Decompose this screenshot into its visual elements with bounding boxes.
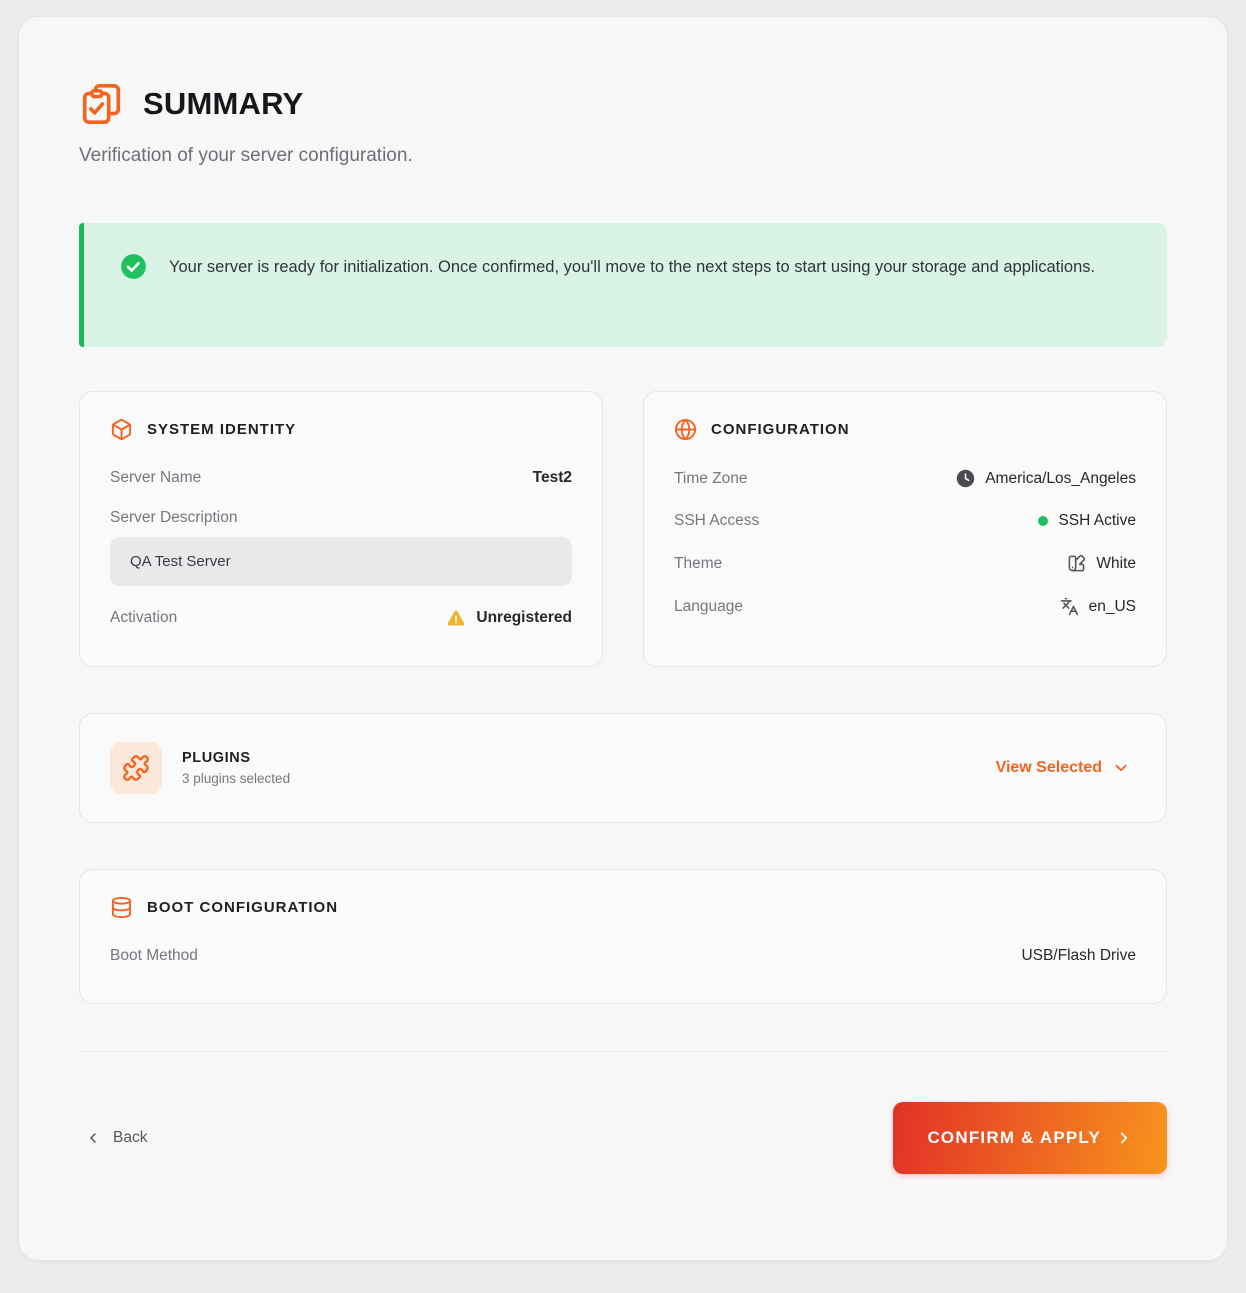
- activation-label: Activation: [110, 609, 178, 626]
- activation-value: Unregistered: [476, 609, 572, 626]
- confirm-apply-button[interactable]: CONFIRM & APPLY: [893, 1102, 1167, 1174]
- timezone-label: Time Zone: [674, 469, 748, 487]
- summary-panel: SUMMARY Verification of your server conf…: [18, 16, 1228, 1261]
- boot-configuration-card: BOOT CONFIGURATION Boot Method USB/Flash…: [79, 869, 1167, 1004]
- configuration-header: CONFIGURATION: [674, 418, 1136, 441]
- server-name-value: Test2: [532, 469, 572, 486]
- footer: Back CONFIRM & APPLY: [79, 1102, 1167, 1174]
- server-description-value: QA Test Server: [110, 537, 572, 586]
- status-dot-icon: [1038, 516, 1049, 526]
- language-value: en_US: [1088, 597, 1136, 615]
- ssh-status-group: SSH Active: [1038, 512, 1136, 530]
- clipboard-check-icon: [79, 81, 125, 127]
- theme-value-group: White: [1067, 554, 1136, 573]
- page-header: SUMMARY: [79, 81, 1167, 127]
- swatch-book-icon: [1067, 554, 1086, 573]
- boot-configuration-header: BOOT CONFIGURATION: [110, 896, 1136, 919]
- back-label: Back: [113, 1129, 148, 1146]
- ssh-access-label: SSH Access: [674, 512, 760, 529]
- globe-icon: [674, 418, 697, 441]
- activation-row: Activation Unregistered: [110, 596, 572, 640]
- confirm-apply-label: CONFIRM & APPLY: [927, 1128, 1101, 1147]
- check-circle-icon: [120, 253, 147, 280]
- system-identity-header: SYSTEM IDENTITY: [110, 418, 572, 441]
- boot-method-row: Boot Method USB/Flash Drive: [110, 935, 1136, 977]
- chevron-left-icon: [85, 1130, 101, 1146]
- theme-row: Theme White: [674, 542, 1136, 585]
- ssh-access-value: SSH Active: [1058, 512, 1136, 529]
- view-selected-button[interactable]: View Selected: [990, 758, 1136, 778]
- system-identity-card: SYSTEM IDENTITY Server Name Test2 Server…: [79, 391, 603, 667]
- boot-method-value: USB/Flash Drive: [1021, 947, 1136, 964]
- success-banner: Your server is ready for initialization.…: [79, 223, 1167, 347]
- page-title: SUMMARY: [143, 86, 304, 121]
- banner-message: Your server is ready for initialization.…: [169, 258, 1096, 276]
- activation-status: Unregistered: [446, 608, 572, 628]
- chevron-right-icon: [1115, 1129, 1133, 1147]
- languages-icon: [1060, 597, 1079, 616]
- timezone-value-group: America/Los_Angeles: [956, 469, 1136, 488]
- theme-label: Theme: [674, 554, 723, 572]
- database-icon: [110, 896, 133, 919]
- warning-triangle-icon: [446, 608, 466, 628]
- plugins-title: PLUGINS: [182, 750, 251, 766]
- puzzle-icon: [122, 754, 150, 782]
- server-name-label: Server Name: [110, 469, 202, 486]
- boot-configuration-title: BOOT CONFIGURATION: [147, 899, 339, 916]
- ssh-access-row: SSH Access SSH Active: [674, 500, 1136, 542]
- plugins-card: PLUGINS 3 plugins selected View Selected: [79, 713, 1167, 823]
- plugins-info: PLUGINS 3 plugins selected: [182, 750, 290, 786]
- page-subtitle: Verification of your server configuratio…: [79, 145, 413, 166]
- language-label: Language: [674, 597, 743, 615]
- server-description-label: Server Description: [110, 509, 238, 526]
- system-identity-title: SYSTEM IDENTITY: [147, 421, 297, 438]
- footer-divider: [79, 1051, 1167, 1052]
- boot-method-label: Boot Method: [110, 947, 198, 964]
- configuration-card: CONFIGURATION Time Zone America/Los_Ange…: [643, 391, 1167, 667]
- language-row: Language en_US: [674, 585, 1136, 628]
- language-value-group: en_US: [1060, 597, 1136, 616]
- plugins-count: 3 plugins selected: [182, 771, 291, 786]
- view-selected-label: View Selected: [995, 759, 1102, 776]
- configuration-title: CONFIGURATION: [711, 421, 850, 438]
- cube-icon: [110, 418, 133, 441]
- back-button[interactable]: Back: [79, 1128, 153, 1148]
- clock-icon: [956, 469, 975, 488]
- server-name-row: Server Name Test2: [110, 457, 572, 499]
- summary-cards-row: SYSTEM IDENTITY Server Name Test2 Server…: [79, 391, 1167, 667]
- plugins-icon-tile: [110, 742, 162, 794]
- timezone-value: America/Los_Angeles: [985, 469, 1136, 487]
- theme-value: White: [1096, 554, 1136, 572]
- chevron-down-icon: [1112, 759, 1130, 777]
- timezone-row: Time Zone America/Los_Angeles: [674, 457, 1136, 500]
